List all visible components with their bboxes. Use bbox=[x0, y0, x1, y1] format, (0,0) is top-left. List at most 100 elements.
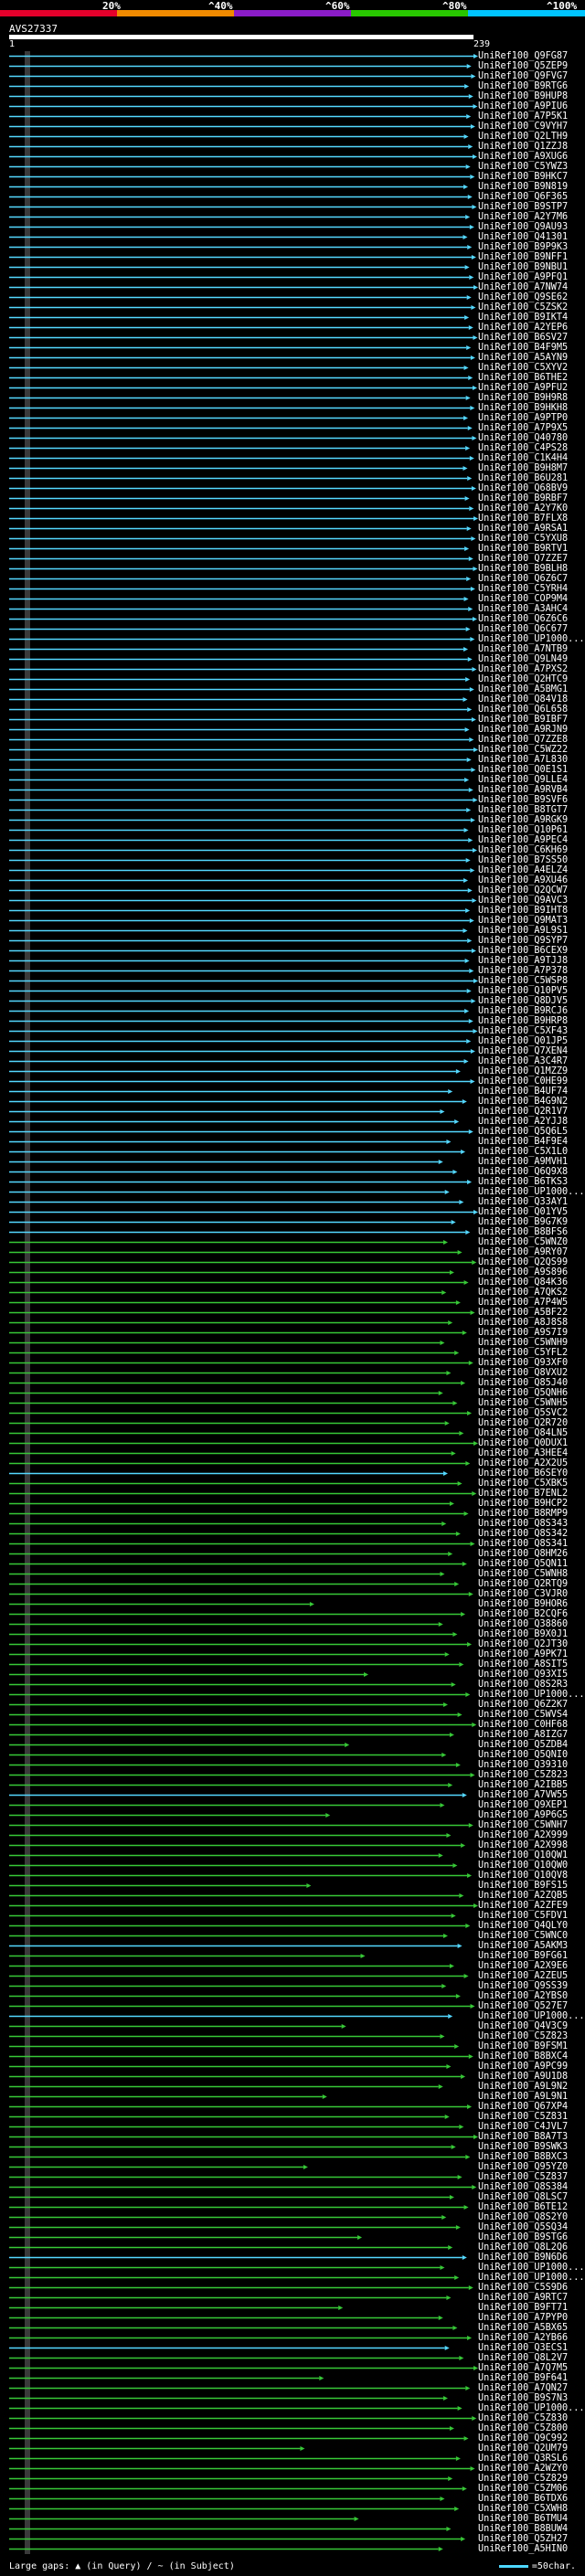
hit-label[interactable]: UniRef100_A7VW55 bbox=[478, 1790, 569, 1800]
hit-label[interactable]: UniRef100_Q8S2Y0 bbox=[478, 2212, 569, 2222]
hit-label[interactable]: UniRef100_C5Z823 bbox=[478, 2031, 569, 2041]
hit-label[interactable]: UniRef100_Q5ZH27 bbox=[478, 2534, 569, 2544]
hit-label[interactable]: UniRef100_B8RMP9 bbox=[478, 1509, 569, 1519]
hit-label[interactable]: UniRef100_A2Y7M6 bbox=[478, 212, 569, 222]
hit-label[interactable]: UniRef100_Q8HM26 bbox=[478, 1549, 569, 1559]
hit-label[interactable]: UniRef100_C5S9D6 bbox=[478, 2283, 569, 2293]
hit-label[interactable]: UniRef100_Q3RSL6 bbox=[478, 2454, 569, 2464]
hit-label[interactable]: UniRef100_B9SWK3 bbox=[478, 2142, 569, 2152]
hit-label[interactable]: UniRef100_B9IKT4 bbox=[478, 313, 569, 323]
hit-label[interactable]: UniRef100_A7P9X5 bbox=[478, 423, 569, 433]
hit-label[interactable]: UniRef100_B8BFS6 bbox=[478, 1227, 569, 1237]
hit-label[interactable]: UniRef100_Q10P61 bbox=[478, 825, 569, 835]
hit-label[interactable]: UniRef100_A9RGK9 bbox=[478, 815, 569, 825]
hit-label[interactable]: UniRef100_A2X2U5 bbox=[478, 1458, 569, 1468]
hit-label[interactable]: UniRef100_C5WVS4 bbox=[478, 1710, 569, 1720]
hit-label[interactable]: UniRef100_Q84LN5 bbox=[478, 1428, 569, 1438]
hit-label[interactable]: UniRef100_A3C4R7 bbox=[478, 1056, 569, 1066]
hit-label[interactable]: UniRef100_C6KH69 bbox=[478, 845, 569, 855]
hit-label[interactable]: UniRef100_C5WNH5 bbox=[478, 1398, 569, 1408]
hit-label[interactable]: UniRef100_B9HUP8 bbox=[478, 91, 569, 101]
hit-label[interactable]: UniRef100_Q527E7 bbox=[478, 2001, 569, 2011]
hit-label[interactable]: UniRef100_UP1000... bbox=[478, 2011, 585, 2021]
hit-label[interactable]: UniRef100_B9IBF7 bbox=[478, 715, 569, 725]
hit-label[interactable]: UniRef100_Q8L2V7 bbox=[478, 2353, 569, 2363]
hit-label[interactable]: UniRef100_Q39310 bbox=[478, 1760, 569, 1770]
hit-label[interactable]: UniRef100_C4PS28 bbox=[478, 443, 569, 453]
hit-label[interactable]: UniRef100_C5XYV2 bbox=[478, 363, 569, 373]
hit-label[interactable]: UniRef100_A5BX65 bbox=[478, 2323, 569, 2333]
hit-label[interactable]: UniRef100_A7NW74 bbox=[478, 282, 569, 292]
hit-label[interactable]: UniRef100_Q41301 bbox=[478, 232, 569, 242]
hit-label[interactable]: UniRef100_A2X999 bbox=[478, 1830, 569, 1840]
hit-label[interactable]: UniRef100_Q8LSC7 bbox=[478, 2192, 569, 2202]
hit-label[interactable]: UniRef100_Q9SYP7 bbox=[478, 936, 569, 946]
hit-label[interactable]: UniRef100_A5BF22 bbox=[478, 1308, 569, 1318]
hit-label[interactable]: UniRef100_Q6Z6C7 bbox=[478, 574, 569, 584]
hit-label[interactable]: UniRef100_B9FT71 bbox=[478, 2303, 569, 2313]
hit-label[interactable]: UniRef100_Q9AU93 bbox=[478, 222, 569, 232]
hit-label[interactable]: UniRef100_C5XBK5 bbox=[478, 1479, 569, 1489]
hit-label[interactable]: UniRef100_A9RVB4 bbox=[478, 785, 569, 795]
hit-label[interactable]: UniRef100_B2CQF6 bbox=[478, 1609, 569, 1619]
hit-label[interactable]: UniRef100_B8BUW4 bbox=[478, 2524, 569, 2534]
hit-label[interactable]: UniRef100_C5Z830 bbox=[478, 2413, 569, 2423]
hit-label[interactable]: UniRef100_C5WNZ0 bbox=[478, 1237, 569, 1247]
hit-label[interactable]: UniRef100_UP1000... bbox=[478, 2273, 585, 2283]
hit-label[interactable]: UniRef100_B8BXC4 bbox=[478, 2051, 569, 2062]
hit-label[interactable]: UniRef100_Q6F365 bbox=[478, 192, 569, 202]
hit-label[interactable]: UniRef100_Q84K36 bbox=[478, 1277, 569, 1288]
hit-label[interactable]: UniRef100_Q7XEN4 bbox=[478, 1046, 569, 1056]
hit-label[interactable]: UniRef100_B9RCJ6 bbox=[478, 1006, 569, 1016]
hit-label[interactable]: UniRef100_B9RTV1 bbox=[478, 544, 569, 554]
hit-label[interactable]: UniRef100_C5ZSK2 bbox=[478, 302, 569, 313]
hit-label[interactable]: UniRef100_Q5QN11 bbox=[478, 1559, 569, 1569]
hit-label[interactable]: UniRef100_B9HOR6 bbox=[478, 1599, 569, 1609]
hit-label[interactable]: UniRef100_A9RTC7 bbox=[478, 2293, 569, 2303]
hit-label[interactable]: UniRef100_Q9LN49 bbox=[478, 654, 569, 664]
hit-label[interactable]: UniRef100_A2YB66 bbox=[478, 2333, 569, 2343]
hit-label[interactable]: UniRef100_C5ZM06 bbox=[478, 2484, 569, 2494]
hit-label[interactable]: UniRef100_Q2QS99 bbox=[478, 1257, 569, 1267]
hit-label[interactable]: UniRef100_B9NBU1 bbox=[478, 262, 569, 272]
hit-label[interactable]: UniRef100_Q5ZDB4 bbox=[478, 1740, 569, 1750]
hit-label[interactable]: UniRef100_Q9FVG7 bbox=[478, 71, 569, 81]
hit-label[interactable]: UniRef100_B7ENL2 bbox=[478, 1489, 569, 1499]
hit-label[interactable]: UniRef100_A2X998 bbox=[478, 1840, 569, 1850]
hit-label[interactable]: UniRef100_C5Z829 bbox=[478, 2474, 569, 2484]
hit-label[interactable]: UniRef100_C5FDV1 bbox=[478, 1911, 569, 1921]
hit-label[interactable]: UniRef100_A2YJJ8 bbox=[478, 1117, 569, 1127]
hit-label[interactable]: UniRef100_A9S896 bbox=[478, 1267, 569, 1277]
hit-label[interactable]: UniRef100_A7PYP0 bbox=[478, 2313, 569, 2323]
hit-label[interactable]: UniRef100_Q9SE62 bbox=[478, 292, 569, 302]
hit-label[interactable]: UniRef100_Q84V18 bbox=[478, 694, 569, 705]
hit-label[interactable]: UniRef100_Q01YV5 bbox=[478, 1207, 569, 1217]
hit-label[interactable]: UniRef100_B9SVF6 bbox=[478, 795, 569, 805]
hit-label[interactable]: UniRef100_Q85J40 bbox=[478, 1378, 569, 1388]
hit-label[interactable]: UniRef100_UP1000... bbox=[478, 1187, 585, 1197]
hit-label[interactable]: UniRef100_Q10QV8 bbox=[478, 1871, 569, 1881]
hit-label[interactable]: UniRef100_Q6C677 bbox=[478, 624, 569, 634]
hit-label[interactable]: UniRef100_Q8DJV5 bbox=[478, 996, 569, 1006]
hit-label[interactable]: UniRef100_B9RTG6 bbox=[478, 81, 569, 91]
hit-label[interactable]: UniRef100_C5WNH8 bbox=[478, 1569, 569, 1579]
hit-label[interactable]: UniRef100_A5AYN9 bbox=[478, 353, 569, 363]
hit-label[interactable]: UniRef100_B9G7K9 bbox=[478, 1217, 569, 1227]
hit-label[interactable]: UniRef100_Q33AY1 bbox=[478, 1197, 569, 1207]
hit-label[interactable]: UniRef100_B9HCP2 bbox=[478, 1499, 569, 1509]
hit-label[interactable]: UniRef100_B7FLX8 bbox=[478, 514, 569, 524]
hit-label[interactable]: UniRef100_A9XU46 bbox=[478, 875, 569, 885]
hit-label[interactable]: UniRef100_A9S7I9 bbox=[478, 1328, 569, 1338]
hit-label[interactable]: UniRef100_B9STG6 bbox=[478, 2232, 569, 2242]
hit-label[interactable]: UniRef100_B8A7T3 bbox=[478, 2132, 569, 2142]
hit-label[interactable]: UniRef100_B9S7N3 bbox=[478, 2393, 569, 2403]
hit-label[interactable]: UniRef100_B9H8M7 bbox=[478, 463, 569, 473]
hit-label[interactable]: UniRef100_Q8S341 bbox=[478, 1539, 569, 1549]
hit-label[interactable]: UniRef100_A2WZY0 bbox=[478, 2464, 569, 2474]
hit-label[interactable]: UniRef100_B9FS15 bbox=[478, 1881, 569, 1891]
hit-label[interactable]: UniRef100_B7SS50 bbox=[478, 855, 569, 865]
hit-label[interactable]: UniRef100_A7QKS2 bbox=[478, 1288, 569, 1298]
hit-label[interactable]: UniRef100_Q8S343 bbox=[478, 1519, 569, 1529]
hit-label[interactable]: UniRef100_A2ZFE9 bbox=[478, 1901, 569, 1911]
hit-label[interactable]: UniRef100_A2Y7K0 bbox=[478, 504, 569, 514]
